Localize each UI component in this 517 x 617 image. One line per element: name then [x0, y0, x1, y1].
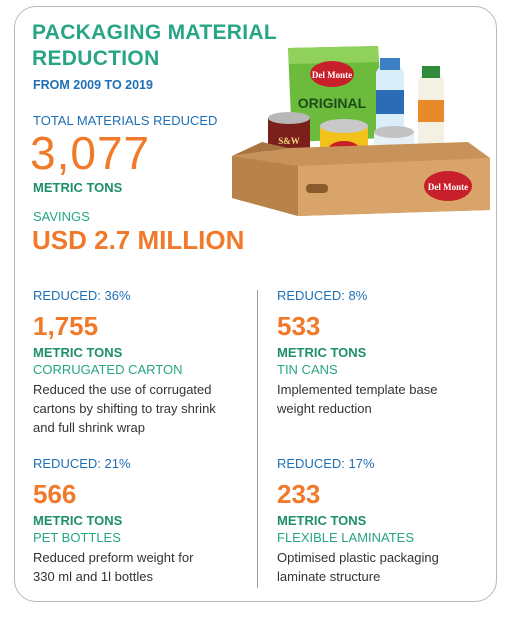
reduction-item-pet-bottles: REDUCED: 21% 566 METRIC TONS PET BOTTLES…	[33, 456, 248, 586]
pouch-label-text: ORIGINAL	[298, 95, 367, 111]
savings-value: USD 2.7 MILLION	[32, 225, 245, 255]
reduction-item-flexible-laminates: REDUCED: 17% 233 METRIC TONS FLEXIBLE LA…	[277, 456, 492, 586]
reduced-value: 533	[277, 311, 321, 341]
column-divider	[257, 290, 258, 588]
reduction-item-corrugated-carton: REDUCED: 36% 1,755 METRIC TONS CORRUGATE…	[33, 288, 248, 437]
item-description: Reduced the use of corrugated cartons by…	[33, 380, 248, 437]
bottle-image	[376, 58, 444, 154]
cardboard-box: Del Monte	[232, 142, 490, 216]
material-name: TIN CANS	[277, 362, 338, 377]
desc-line: cartons by shifting to tray shrink	[33, 401, 216, 416]
desc-line: Reduced the use of corrugated	[33, 382, 212, 397]
item-description: Optimised plastic packaging laminate str…	[277, 548, 492, 586]
title-line-1: PACKAGING MATERIAL	[32, 21, 277, 44]
product-box-illustration: Del Monte ORIGINAL S&W Del Monte	[232, 46, 490, 216]
desc-line: laminate structure	[277, 569, 381, 584]
title-line-2: REDUCTION	[32, 47, 160, 70]
desc-line: 330 ml and 1l bottles	[33, 569, 153, 584]
reduced-percent: REDUCED: 21%	[33, 456, 131, 471]
material-name: PET BOTTLES	[33, 530, 121, 545]
material-name: FLEXIBLE LAMINATES	[277, 530, 415, 545]
subtitle: FROM 2009 TO 2019	[33, 78, 153, 92]
desc-line: Implemented template base	[277, 382, 438, 397]
reduction-item-tin-cans: REDUCED: 8% 533 METRIC TONS TIN CANS Imp…	[277, 288, 492, 418]
desc-line: Optimised plastic packaging	[277, 550, 439, 565]
pouch-image: Del Monte ORIGINAL	[288, 46, 384, 142]
desc-line: and full shrink wrap	[33, 420, 145, 435]
desc-line: Reduced preform weight for	[33, 550, 194, 565]
infographic-card	[14, 6, 497, 602]
reduced-value: 233	[277, 479, 321, 509]
reduced-value: 566	[33, 479, 77, 509]
total-units: METRIC TONS	[33, 180, 123, 195]
savings-label: SAVINGS	[33, 209, 90, 224]
material-name: CORRUGATED CARTON	[33, 362, 183, 377]
item-description: Implemented template base weight reducti…	[277, 380, 492, 418]
reduced-units: METRIC TONS	[33, 345, 123, 360]
reduced-percent: REDUCED: 36%	[33, 288, 131, 303]
reduced-units: METRIC TONS	[33, 513, 123, 528]
reduced-value: 1,755	[33, 311, 99, 341]
total-value: 3,077	[30, 127, 151, 179]
item-description: Reduced preform weight for 330 ml and 1l…	[33, 548, 248, 586]
box-logo-text: Del Monte	[428, 182, 468, 192]
reduced-percent: REDUCED: 17%	[277, 456, 375, 471]
reduced-units: METRIC TONS	[277, 513, 367, 528]
can-label-text: S&W	[278, 136, 300, 146]
reduced-percent: REDUCED: 8%	[277, 288, 368, 303]
reduced-units: METRIC TONS	[277, 345, 367, 360]
page-title: PACKAGING MATERIAL REDUCTION	[32, 20, 277, 72]
pouch-logo-text: Del Monte	[312, 70, 352, 80]
total-label: TOTAL MATERIALS REDUCED	[33, 113, 218, 128]
desc-line: weight reduction	[277, 401, 372, 416]
